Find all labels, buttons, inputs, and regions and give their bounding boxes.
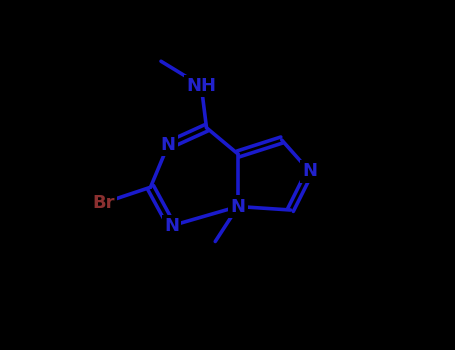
- Text: N: N: [302, 162, 317, 181]
- Text: Br: Br: [92, 194, 115, 212]
- Text: NH: NH: [186, 77, 216, 95]
- Text: N: N: [164, 217, 179, 235]
- Text: N: N: [161, 136, 176, 154]
- Text: N: N: [231, 197, 246, 216]
